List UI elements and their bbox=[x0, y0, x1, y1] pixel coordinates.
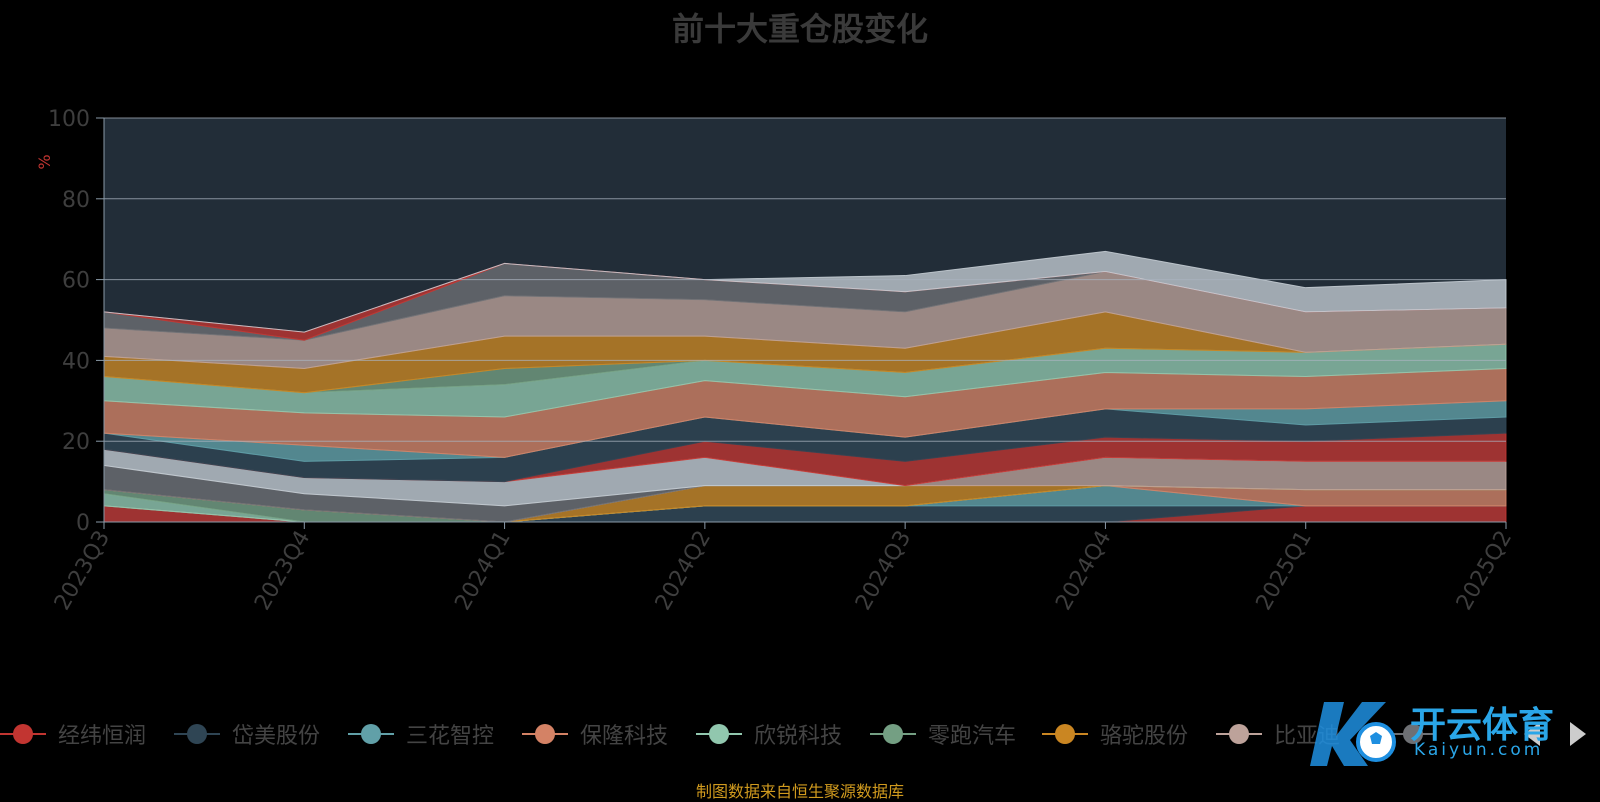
legend-marker-icon bbox=[174, 722, 220, 746]
x-tick-label: 2024Q1 bbox=[450, 527, 515, 615]
legend: 经纬恒润 岱美股份 三花智控 保隆科技 欣锐科技 零跑汽车 骆驼股份 比亚迪 bbox=[0, 716, 1600, 752]
watermark-text: 开云体育 bbox=[1410, 705, 1555, 746]
legend-label: 欣锐科技 bbox=[754, 724, 843, 749]
y-axis-unit: % bbox=[35, 154, 54, 169]
y-tick-label: 100 bbox=[48, 107, 90, 132]
legend-marker-icon bbox=[696, 722, 742, 746]
legend-item[interactable] bbox=[1390, 716, 1448, 752]
legend-label: 骆驼股份 bbox=[1100, 724, 1189, 749]
legend-item[interactable]: 骆驼股份 bbox=[1042, 716, 1188, 752]
x-tick-label: 2025Q1 bbox=[1252, 527, 1317, 615]
legend-next-page-icon[interactable] bbox=[1570, 722, 1586, 746]
legend-item[interactable]: 零跑汽车 bbox=[870, 716, 1016, 752]
x-tick-label: 2023Q4 bbox=[250, 527, 315, 615]
legend-item[interactable]: 经纬恒润 bbox=[0, 716, 146, 752]
legend-prev-page-icon[interactable] bbox=[1524, 722, 1540, 746]
watermark-logo: 开云体育 Kaiyun.com bbox=[1310, 696, 1600, 768]
legend-item[interactable]: 岱美股份 bbox=[174, 716, 320, 752]
legend-label: 岱美股份 bbox=[232, 724, 321, 749]
watermark-subtext: Kaiyun.com bbox=[1414, 740, 1544, 760]
kaiyun-logo-icon bbox=[1310, 702, 1396, 766]
x-tick-label: 2025Q2 bbox=[1452, 527, 1517, 615]
y-tick-label: 0 bbox=[76, 511, 90, 536]
source-note: 制图数据来自恒生聚源数据库 bbox=[695, 782, 904, 801]
legend-marker-icon bbox=[522, 722, 568, 746]
y-tick-label: 20 bbox=[62, 430, 90, 455]
legend-pager bbox=[1504, 720, 1594, 750]
x-tick-label: 2024Q4 bbox=[1051, 527, 1116, 615]
chart-title: 前十大重仓股变化 bbox=[671, 10, 928, 48]
x-tick-label: 2024Q2 bbox=[651, 527, 716, 615]
legend-label: 保隆科技 bbox=[580, 724, 669, 749]
legend-marker-icon bbox=[1216, 722, 1262, 746]
legend-item[interactable]: 三花智控 bbox=[348, 716, 494, 752]
legend-item[interactable]: 欣锐科技 bbox=[696, 716, 842, 752]
y-tick-label: 40 bbox=[62, 349, 90, 374]
legend-label: 零跑汽车 bbox=[928, 724, 1017, 749]
area-series-21[interactable] bbox=[103, 250, 1507, 333]
area-chart: % 0 20 40 60 80 100 2023Q3 2023Q4 2024Q1 2024Q2 2… bbox=[35, 107, 1517, 615]
legend-marker-icon bbox=[348, 722, 394, 746]
legend-item[interactable]: 保隆科技 bbox=[522, 716, 668, 752]
y-tick-label: 60 bbox=[62, 269, 90, 294]
legend-marker-icon bbox=[0, 722, 46, 746]
x-tick-label: 2023Q3 bbox=[50, 527, 115, 615]
x-tick-label: 2024Q3 bbox=[851, 527, 916, 615]
legend-marker-icon bbox=[870, 722, 916, 746]
legend-label: 三花智控 bbox=[406, 724, 495, 749]
legend-marker-icon bbox=[1390, 722, 1436, 746]
legend-marker-icon bbox=[1042, 722, 1088, 746]
legend-label: 经纬恒润 bbox=[58, 724, 147, 749]
y-tick-label: 80 bbox=[62, 188, 90, 213]
